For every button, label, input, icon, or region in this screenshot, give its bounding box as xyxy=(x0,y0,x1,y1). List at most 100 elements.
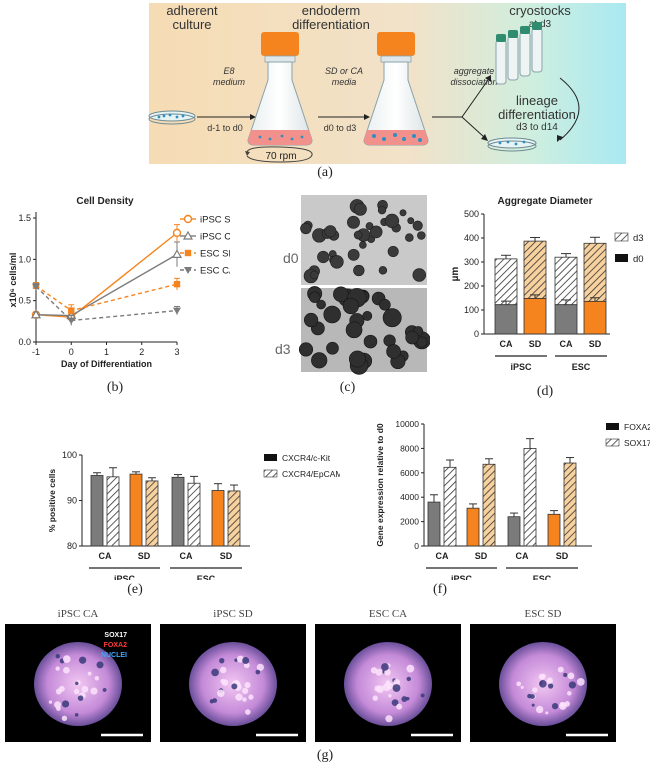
petri-dish-start xyxy=(148,110,196,125)
micro-d0-aggregate xyxy=(417,231,426,240)
rpm-label: 70 rpm xyxy=(265,151,296,162)
chart-e-category-label: CA xyxy=(180,551,193,561)
chart-e-bar-CXCR4/EpCAM xyxy=(187,482,201,547)
chart-f-legend-label-1: SOX17 xyxy=(624,438,650,448)
chart-b-series-0 xyxy=(31,224,182,322)
chart-f-bar-FOXA2 xyxy=(427,501,441,547)
immuno-cell xyxy=(557,666,564,673)
chart-b-xtick-label: -1 xyxy=(32,347,40,357)
panel-label-f: (f) xyxy=(433,582,447,597)
chart-f-ytick-label: 8000 xyxy=(400,443,419,453)
immuno-cell xyxy=(94,675,100,681)
chart-d-ylabel: µm xyxy=(450,267,461,282)
lineage-line3: d3 to d14 xyxy=(516,122,558,133)
immuno-cell xyxy=(48,700,53,704)
chart-d-bar-d0 xyxy=(583,300,607,335)
chart-b-ytick-label: 0.5 xyxy=(18,296,31,306)
panel-label-g: (g) xyxy=(316,748,334,763)
micro-d3-aggregate xyxy=(386,344,401,359)
micro-d0-aggregate xyxy=(310,270,319,280)
chart-b-series-3 xyxy=(32,282,181,326)
lineage-line2: differentiation xyxy=(498,107,576,122)
chart-d-ytick-label: 400 xyxy=(464,233,479,243)
chart-d-group-label: iPSC xyxy=(510,362,532,372)
immuno-cell xyxy=(221,679,229,686)
immuno-cell xyxy=(81,685,89,693)
chart-e-bar-CXCR4/c-Kit xyxy=(90,475,104,547)
chart-b-point xyxy=(68,307,75,314)
immuno-cell xyxy=(219,666,227,674)
microscopy-panel: d0 d3 xyxy=(275,195,430,375)
immuno-cell xyxy=(61,715,68,722)
immuno-cell xyxy=(568,681,577,689)
micro-d0-aggregate xyxy=(407,217,415,225)
chart-f-bar-SOX17 xyxy=(443,466,457,547)
immuno-cell xyxy=(241,687,249,695)
micro-d0-aggregate xyxy=(353,264,365,277)
immuno-cell xyxy=(61,700,70,708)
chart-d-ytick-label: 500 xyxy=(464,209,479,219)
chart-b-legend-marker xyxy=(183,214,193,224)
dissociation-line2: dissociation xyxy=(450,77,497,87)
stage-adherent-line1: adherent xyxy=(166,3,218,18)
chart-e-category-label: CA xyxy=(99,551,112,561)
schematic-panel: adherent culture endoderm differentiatio… xyxy=(148,3,626,164)
immuno-cell xyxy=(219,657,225,664)
immuno-cell xyxy=(559,701,566,708)
immuno-cell xyxy=(576,678,585,686)
immuno-cell xyxy=(56,706,61,711)
chart-f-category-label: CA xyxy=(516,551,529,561)
immuno-cell xyxy=(386,682,390,686)
dissociation-line1: aggregate xyxy=(454,66,495,76)
chart-e-category-label: SD xyxy=(138,551,151,561)
immuno-cell xyxy=(73,688,80,695)
chart-e-group-label: iPSC xyxy=(114,574,136,580)
chart-b-point xyxy=(173,307,181,315)
chart-d-category-label: CA xyxy=(560,339,573,349)
micro-d3-aggregate xyxy=(348,350,366,368)
immuno-title: ESC SD xyxy=(525,608,562,620)
chart-b-series-1 xyxy=(30,241,183,320)
lineage-line1: lineage xyxy=(516,93,558,108)
chart-b-series-2 xyxy=(32,277,181,317)
immuno-cell xyxy=(217,689,225,698)
immuno-title: ESC CA xyxy=(369,608,407,620)
chart-d-legend-swatch-d3 xyxy=(614,232,629,242)
immuno-cell xyxy=(235,693,243,701)
stage-adherent-line2: culture xyxy=(172,17,211,32)
micro-d3-aggregate xyxy=(379,299,391,311)
chart-d-legend-label-d0: d0 xyxy=(633,254,644,265)
immuno-legend-nuclei: NUCLEI xyxy=(101,652,127,659)
chart-b-ytick-label: 1.5 xyxy=(18,213,31,223)
chart-d-bar-d3 xyxy=(523,240,547,299)
chart-d-title: Aggregate Diameter xyxy=(497,196,592,207)
micro-d3-aggregate xyxy=(311,352,328,369)
micro-d0-aggregate xyxy=(353,230,363,240)
stage-endoderm-line2: differentiation xyxy=(292,17,370,32)
chart-b-ylabel: x10⁶ cells/ml xyxy=(8,253,18,308)
immuno-cell xyxy=(256,663,264,671)
chart-b-xtick-label: 3 xyxy=(174,347,179,357)
chart-f-group-label: iPSC xyxy=(451,574,473,580)
immuno-cell xyxy=(538,673,545,680)
flask-1 xyxy=(245,32,313,163)
micro-d0-aggregate xyxy=(359,241,367,249)
chart-b-point xyxy=(173,280,181,288)
immuno-cell xyxy=(551,702,559,710)
immuno-cell xyxy=(90,687,98,695)
immuno-cell xyxy=(392,684,401,692)
chart-e-ytick-label: 80 xyxy=(67,541,77,551)
immuno-cell xyxy=(535,705,544,714)
chart-d-ytick-label: 300 xyxy=(464,257,479,267)
chart-b-xtick-label: 1 xyxy=(104,347,109,357)
chart-e-bar-CXCR4/c-Kit xyxy=(171,476,185,547)
chart-f-ytick-label: 10000 xyxy=(395,419,419,429)
immuno-cell xyxy=(396,703,403,710)
micro-d0-aggregate xyxy=(369,225,383,239)
micro-d3-aggregate xyxy=(323,305,341,324)
micro-d3-aggregate xyxy=(303,312,319,328)
stage-endoderm-line1: endoderm xyxy=(302,3,361,18)
chart-f-category-label: SD xyxy=(556,551,569,561)
immuno-cell xyxy=(62,655,71,663)
immuno-cell xyxy=(374,685,381,692)
